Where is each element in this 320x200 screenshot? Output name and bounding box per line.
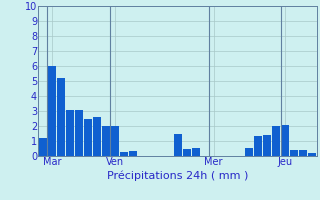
X-axis label: Précipitations 24h ( mm ): Précipitations 24h ( mm ): [107, 170, 248, 181]
Bar: [111, 126, 119, 156]
Bar: [272, 126, 280, 156]
Bar: [129, 151, 137, 156]
Bar: [290, 150, 298, 156]
Bar: [57, 78, 65, 156]
Bar: [102, 126, 110, 156]
Bar: [192, 148, 200, 156]
Bar: [182, 148, 191, 156]
Bar: [66, 110, 74, 156]
Bar: [173, 134, 182, 156]
Bar: [263, 135, 271, 156]
Bar: [84, 118, 92, 156]
Bar: [281, 124, 289, 156]
Bar: [299, 150, 308, 156]
Bar: [308, 153, 316, 156]
Bar: [39, 138, 47, 156]
Bar: [245, 148, 253, 156]
Bar: [254, 136, 262, 156]
Bar: [48, 66, 56, 156]
Bar: [75, 110, 83, 156]
Bar: [120, 152, 128, 156]
Bar: [93, 117, 101, 156]
